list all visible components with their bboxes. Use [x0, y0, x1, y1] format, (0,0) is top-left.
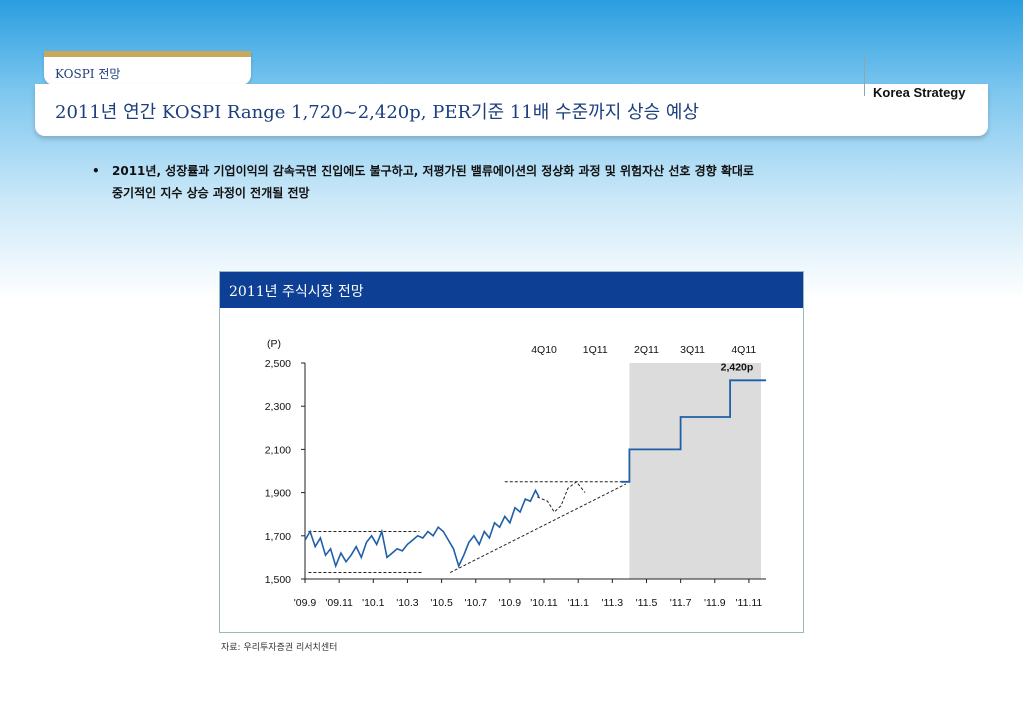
chart-panel: 2011년 주식시장 전망 1,500 1,700 1,900 2,100 2,300 2…	[219, 271, 804, 633]
chart-panel-header: 2011년 주식시장 전망	[220, 272, 803, 308]
x-tick-label: '11.9	[704, 597, 726, 609]
section-tab-label: KOSPI 전망	[55, 67, 121, 81]
y-tick-label: 2,100	[265, 444, 291, 456]
quarter-label: 2Q11	[634, 344, 659, 356]
y-tick-label: 1,700	[265, 531, 291, 543]
forecast-shade	[629, 363, 761, 579]
bullet-point: • 2011년, 성장률과 기업이익의 감속국면 진입에도 불구하고, 저평가된 …	[92, 160, 972, 204]
chart-title: 2011년 주식시장 전망	[229, 284, 364, 300]
quarter-label: 3Q11	[680, 344, 705, 356]
x-tick-label: '09.9	[294, 597, 317, 609]
quarter-label: 4Q10	[531, 344, 557, 356]
header-divider	[864, 52, 865, 96]
y-tick-label: 1,500	[265, 574, 291, 586]
brand-label: Korea Strategy	[873, 85, 966, 100]
page-title: 2011년 연간 KOSPI Range 1,720~2,420p, PER기준…	[55, 102, 699, 123]
source-note: 자료: 우리투자증권 리서치센터	[221, 643, 338, 653]
kospi-actual-line	[304, 488, 540, 569]
x-tick-label: '10.7	[465, 597, 488, 609]
bullet-line-2: 중기적인 지수 상승 과정이 전개될 전망	[112, 186, 310, 200]
x-tick-label: '09.11	[325, 597, 353, 609]
title-bar: 2011년 연간 KOSPI Range 1,720~2,420p, PER기준…	[35, 84, 988, 136]
kospi-projection-line	[620, 379, 766, 483]
section-tab[interactable]: KOSPI 전망	[44, 51, 251, 85]
x-tick-label: '11.5	[636, 597, 658, 609]
x-tick-label: '10.5	[430, 597, 453, 609]
y-axis-label: (P)	[267, 338, 281, 350]
kospi-outlook-chart: 1,500 1,700 1,900 2,100 2,300 2,500 (P) '09.9 '0…	[265, 338, 766, 609]
range-guide-line	[449, 483, 627, 573]
y-tick-label: 2,300	[265, 401, 291, 413]
x-tick-label: '11.3	[601, 597, 623, 609]
x-tick-label: '10.11	[530, 597, 558, 609]
bullet-line-1: 2011년, 성장률과 기업이익의 감속국면 진입에도 불구하고, 저평가된 밸…	[112, 164, 754, 178]
x-tick-label: '10.9	[499, 597, 522, 609]
peak-annotation: 2,420p	[721, 361, 754, 373]
quarter-label: 1Q11	[583, 344, 608, 356]
quarter-label: 4Q11	[731, 344, 756, 356]
x-tick-label: '10.1	[362, 597, 385, 609]
x-tick-label: '11.11	[736, 597, 763, 609]
y-tick-label: 1,900	[265, 488, 291, 500]
x-tick-label: '10.3	[396, 597, 419, 609]
bullet-marker: •	[92, 164, 100, 178]
x-tick-label: '11.1	[567, 597, 589, 609]
y-tick-label: 2,500	[265, 358, 291, 370]
x-tick-label: '11.7	[670, 597, 692, 609]
expected-dip-curve	[537, 481, 586, 513]
